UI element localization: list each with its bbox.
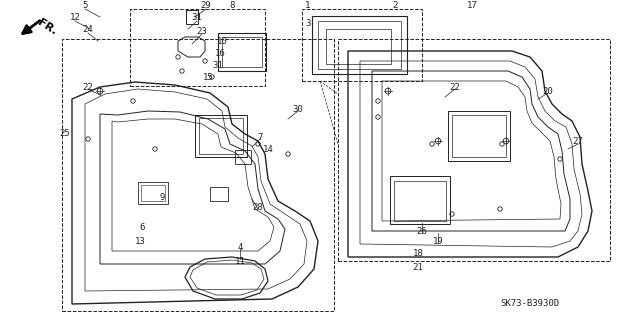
Text: 14: 14 [262,145,273,153]
Text: 15: 15 [203,72,213,81]
Bar [448,111,510,161]
Bar [218,33,266,71]
Bar [312,16,407,74]
Bar [452,115,506,157]
Bar [130,9,265,86]
Bar [210,187,228,201]
Bar [338,39,610,261]
Text: SK73-B3930D: SK73-B3930D [500,300,559,308]
Text: 25: 25 [60,130,70,138]
Text: 23: 23 [196,26,207,35]
Text: 31: 31 [212,62,223,70]
Text: 13: 13 [134,236,145,246]
Text: 18: 18 [413,249,424,258]
Text: 26: 26 [417,226,428,235]
Bar [390,176,450,224]
Bar [186,10,198,24]
Text: 2: 2 [392,2,397,11]
Text: 29: 29 [200,2,211,11]
Text: 27: 27 [573,137,584,145]
Text: 16: 16 [214,48,225,57]
Text: 20: 20 [543,86,554,95]
Text: 12: 12 [70,13,81,23]
Text: 5: 5 [83,2,88,11]
Bar [141,185,165,201]
Text: 19: 19 [433,236,444,246]
Text: 6: 6 [140,222,145,232]
Text: 17: 17 [467,2,477,11]
Bar [318,21,401,69]
Text: 30: 30 [292,105,303,114]
Bar [138,182,168,204]
Bar [62,39,334,311]
Bar [222,37,262,67]
Text: 7: 7 [257,132,262,142]
Bar [302,9,422,81]
Text: 28: 28 [253,203,264,211]
Text: 24: 24 [83,26,93,34]
Bar [326,29,391,64]
Bar [195,115,247,157]
Text: 10: 10 [216,36,227,46]
Text: FR.: FR. [36,18,59,37]
Bar [199,118,243,154]
Text: 8: 8 [229,2,235,11]
Text: 11: 11 [235,256,245,265]
Text: 4: 4 [237,242,243,251]
Text: 22: 22 [83,83,93,92]
Text: 9: 9 [159,192,164,202]
Text: 3: 3 [305,19,310,28]
Text: 1: 1 [305,2,310,11]
Bar [235,150,251,164]
Text: 22: 22 [450,83,460,92]
Bar [394,181,446,221]
Text: 31: 31 [191,13,202,23]
Text: 21: 21 [413,263,424,271]
